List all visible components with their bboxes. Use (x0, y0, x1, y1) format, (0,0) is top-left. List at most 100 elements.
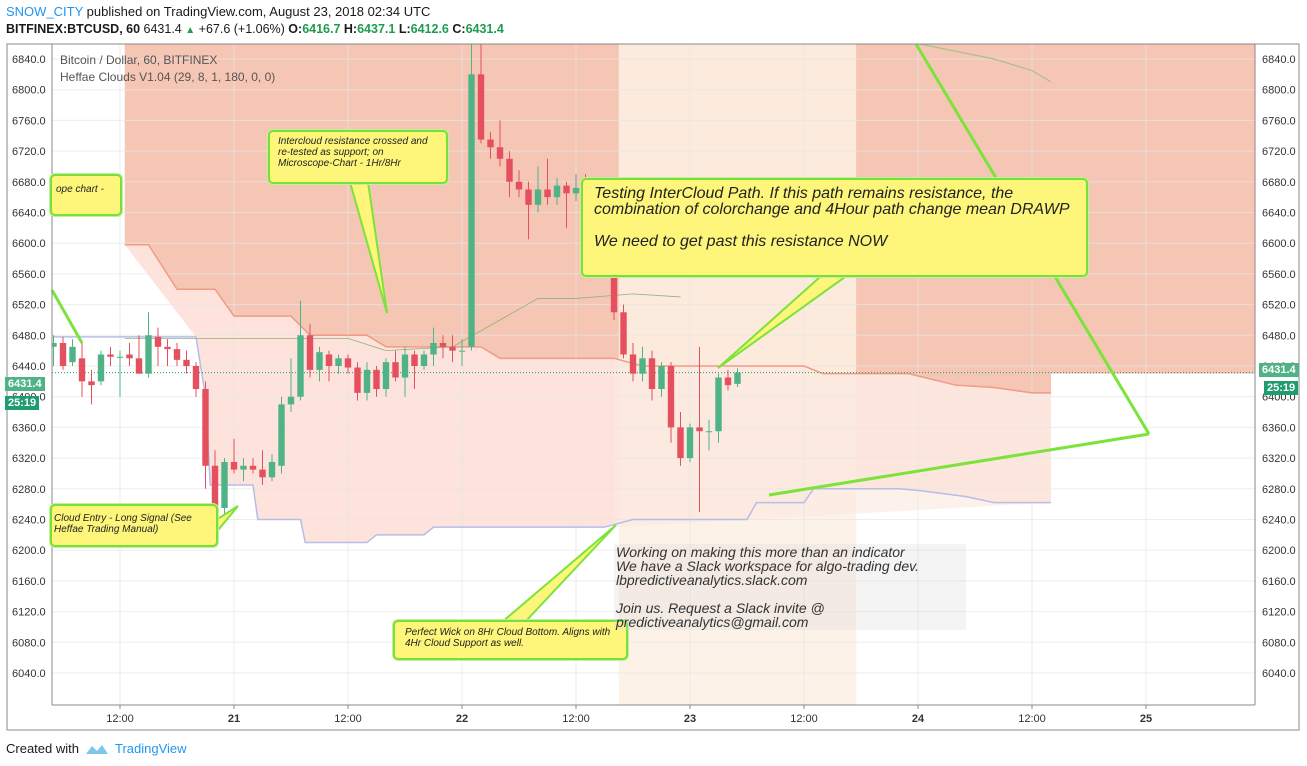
candle-body (686, 427, 694, 459)
candle-body (439, 342, 447, 347)
callout-scope[interactable]: ope chart - (50, 174, 122, 216)
x-tick-label: 12:00 (334, 713, 362, 725)
candle-body (544, 189, 551, 198)
candle-body (411, 354, 418, 366)
y-tick-label-left: 6240.0 (12, 515, 46, 527)
cloud-light-lower (614, 358, 1051, 528)
open-label: O: (288, 22, 303, 36)
candle-body (354, 367, 361, 393)
y-tick-label-left: 6280.0 (12, 484, 46, 496)
candle-body (525, 189, 532, 205)
y-tick-label-right: 6720.0 (1262, 146, 1296, 158)
callout-intercloud[interactable]: Intercloud resistance crossed and re-tes… (268, 130, 448, 184)
candle-body (52, 342, 57, 347)
candle-body (477, 74, 485, 140)
candle-body (363, 369, 371, 393)
candle-body (639, 358, 646, 374)
x-tick-label: 12:00 (1018, 713, 1046, 725)
candle-body (230, 461, 238, 470)
callout-scope-text: ope chart - (56, 184, 104, 195)
candle-body (705, 431, 713, 433)
candle-body (487, 139, 494, 148)
candle-body (78, 358, 86, 382)
trend-line-b (768, 432, 1150, 497)
candle-body (335, 358, 342, 366)
high-value: 6437.1 (357, 22, 396, 36)
y-tick-label-right: 6120.0 (1262, 607, 1296, 619)
y-tick-label-left: 6840.0 (12, 54, 46, 66)
high-label: H: (343, 22, 358, 36)
countdown-tag-left: 25:19 (5, 396, 40, 410)
candle-body (620, 312, 627, 355)
candle-body (724, 377, 732, 386)
low-value: 6412.6 (410, 22, 449, 36)
candle-body (468, 74, 475, 347)
price-tag-left: 6431.4 (5, 377, 45, 391)
y-tick-label-right: 6280.0 (1262, 484, 1296, 496)
candle-body (344, 358, 352, 368)
pointer-testing (717, 276, 849, 369)
candle-body (515, 181, 523, 190)
candle-body (278, 404, 285, 466)
cloud-support-line (53, 336, 1051, 544)
candle-body (316, 352, 323, 370)
y-tick-label-left: 6120.0 (12, 607, 46, 619)
pointer-scope (50, 289, 84, 344)
callout-testing[interactable]: Testing InterCloud Path. If this path re… (581, 178, 1088, 277)
candle-body (183, 359, 190, 366)
footer-brand[interactable]: TradingView (114, 741, 187, 756)
x-tick-label: 12:00 (562, 713, 590, 725)
candle-body (325, 354, 333, 366)
open-value: 6416.7 (302, 22, 341, 36)
y-tick-label-left: 6480.0 (12, 330, 46, 342)
candle-body (135, 358, 143, 374)
callout-perfect-wick[interactable]: Perfect Wick on 8Hr Cloud Bottom. Aligns… (393, 620, 628, 660)
y-tick-label-left: 6360.0 (12, 422, 46, 434)
symbol-label: BITFINEX:BTCUSD, 60 (6, 22, 141, 36)
y-tick-label-right: 6560.0 (1262, 269, 1296, 281)
x-tick-label: 25 (1140, 713, 1152, 725)
author-link[interactable]: SNOW_CITY (6, 4, 84, 19)
candle-body (173, 349, 181, 360)
axes-layer: 6040.0 6040.0 6080.0 6080.0 6120.0 6120.0 6160… (6, 43, 1300, 731)
green-path-line (124, 293, 681, 352)
x-tick-label: 21 (228, 713, 240, 725)
candle-body (534, 189, 542, 205)
y-tick-label-left: 6200.0 (12, 545, 46, 557)
candle-body (192, 366, 200, 390)
footer-created: Created with (6, 741, 79, 756)
candle-body (249, 465, 257, 470)
candle-body (202, 389, 209, 466)
callout-testing-line2: We need to get past this resistance NOW (594, 233, 888, 250)
cloud-lower-line (124, 243, 1051, 394)
candle-body (306, 335, 314, 370)
candle-body (629, 354, 637, 374)
candle-body (154, 336, 162, 347)
low-label: L: (398, 22, 411, 36)
pointer-wick (499, 524, 617, 623)
y-tick-label-right: 6160.0 (1262, 576, 1296, 588)
x-tick-label: 12:00 (790, 713, 818, 725)
y-tick-label-left: 6320.0 (12, 453, 46, 465)
y-tick-label-left: 6800.0 (12, 85, 46, 97)
footer: Created with TradingView (6, 741, 187, 756)
candle-body (88, 381, 95, 386)
callout-entry-text: Cloud Entry - Long Signal (See Heffae Tr… (54, 513, 192, 535)
y-tick-label-right: 6320.0 (1262, 453, 1296, 465)
candle-body (240, 465, 247, 470)
y-tick-label-right: 6840.0 (1262, 54, 1296, 66)
candle-body (373, 369, 380, 390)
slack-note: Working on making this more than an indi… (614, 544, 966, 630)
y-tick-label-right: 6080.0 (1262, 637, 1296, 649)
callout-entry[interactable]: Cloud Entry - Long Signal (See Heffae Tr… (50, 504, 218, 547)
candle-body (677, 427, 684, 459)
candle-body (449, 346, 456, 351)
candle-body (667, 366, 675, 428)
candle-body (563, 185, 570, 194)
candle-body (116, 356, 124, 358)
y-tick-label-right: 6040.0 (1262, 668, 1296, 680)
y-tick-label-left: 6160.0 (12, 576, 46, 588)
candle-body (211, 465, 219, 508)
candle-body (553, 185, 561, 198)
